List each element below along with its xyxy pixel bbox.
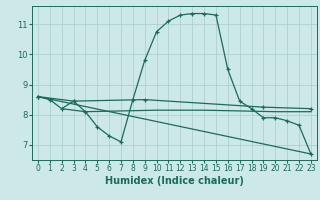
X-axis label: Humidex (Indice chaleur): Humidex (Indice chaleur) — [105, 176, 244, 186]
